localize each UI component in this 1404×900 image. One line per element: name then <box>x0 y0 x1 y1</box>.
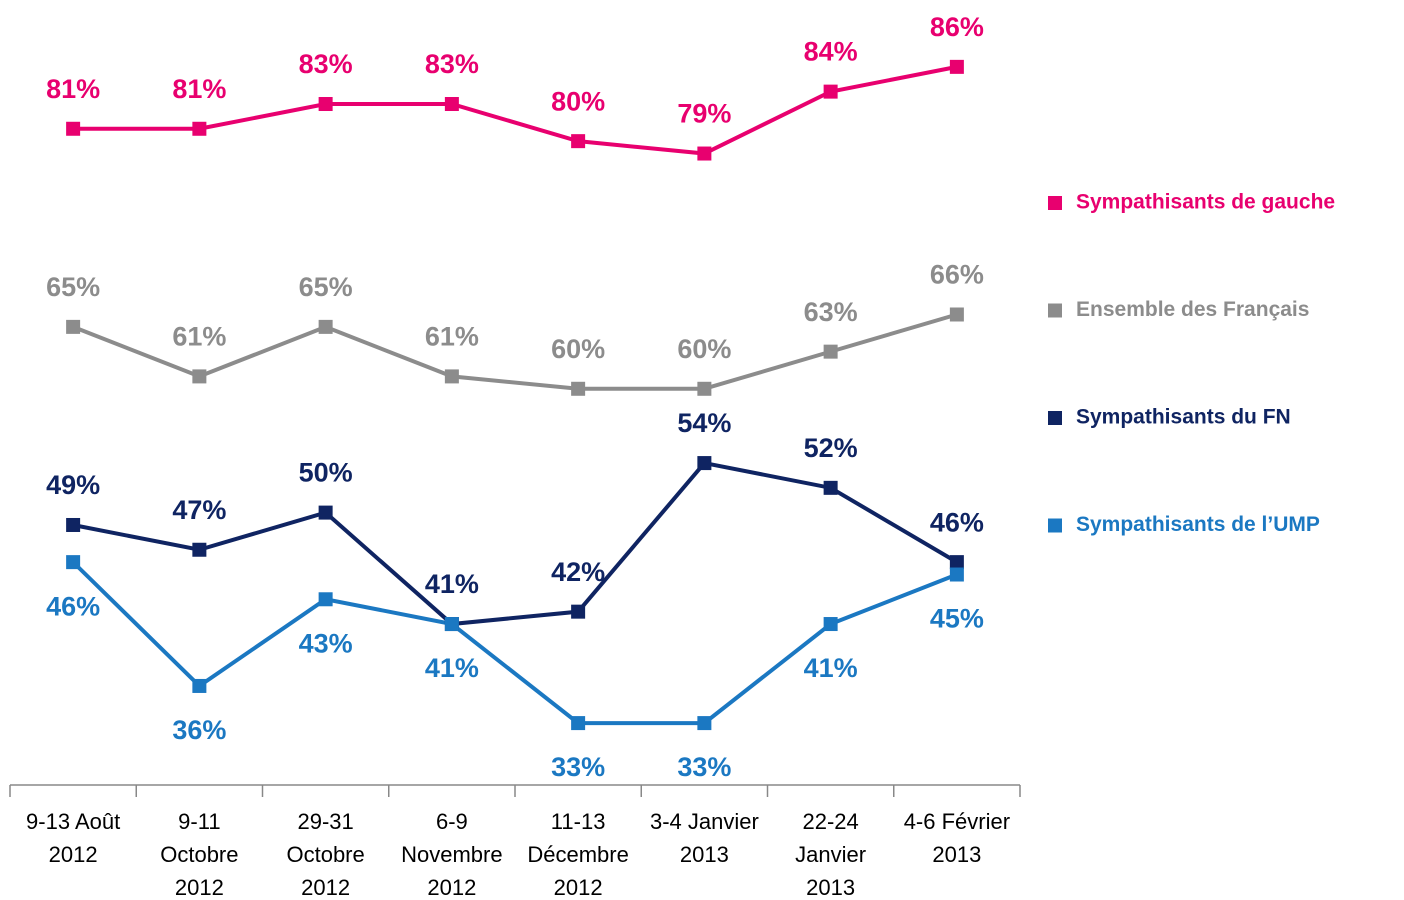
data-label: 41% <box>804 653 858 683</box>
series-line <box>73 64 958 156</box>
x-tick-label: 3-4 Janvier 2013 <box>650 809 759 867</box>
marker <box>66 121 81 136</box>
marker <box>571 716 586 731</box>
data-label: 33% <box>551 752 605 782</box>
legend-label: Ensemble des Français <box>1076 298 1309 321</box>
data-label: 61% <box>425 322 479 352</box>
x-tick-label: 11-13 Décembre 2012 <box>527 809 628 900</box>
x-tick-label: 6-9 Novembre 2012 <box>401 809 502 900</box>
x-tick-label: 22-24 Janvier 2013 <box>795 809 866 900</box>
data-label: 81% <box>172 74 226 104</box>
legend-swatch <box>1048 196 1062 210</box>
x-tick-label: 9-11 Octobre 2012 <box>160 809 238 900</box>
marker <box>823 617 838 632</box>
marker <box>571 134 586 149</box>
marker <box>318 505 333 520</box>
data-label: 43% <box>299 628 353 658</box>
data-label: 84% <box>804 37 858 67</box>
marker <box>66 555 81 570</box>
series-line <box>72 460 958 627</box>
marker <box>823 480 838 495</box>
data-label: 50% <box>299 458 353 488</box>
series-line <box>71 560 958 726</box>
marker <box>949 555 964 570</box>
marker <box>192 121 207 136</box>
x-tick-label: 29-31 Octobre 2012 <box>286 809 364 900</box>
series-line <box>72 312 958 391</box>
data-label: 81% <box>46 74 100 104</box>
data-label: 60% <box>551 334 605 364</box>
data-label: 65% <box>299 272 353 302</box>
data-label: 86% <box>930 12 984 42</box>
marker <box>571 381 586 396</box>
legend-label: Sympathisants du FN <box>1076 406 1291 429</box>
marker <box>318 319 333 334</box>
marker <box>571 604 586 619</box>
data-label: 41% <box>425 653 479 683</box>
marker <box>192 678 207 693</box>
legend-label: Sympathisants de gauche <box>1076 191 1335 214</box>
marker <box>949 567 964 582</box>
marker <box>444 617 459 632</box>
data-label: 46% <box>930 507 984 537</box>
legend-swatch <box>1048 411 1062 425</box>
data-label: 83% <box>299 49 353 79</box>
x-tick-label: 9-13 Août 2012 <box>26 809 120 867</box>
data-label: 52% <box>804 433 858 463</box>
data-label: 46% <box>46 591 100 621</box>
marker <box>192 369 207 384</box>
legend-swatch <box>1048 518 1062 533</box>
data-label: 49% <box>46 470 100 500</box>
marker <box>318 592 333 607</box>
data-label: 61% <box>172 322 226 352</box>
marker <box>697 146 712 161</box>
data-label: 66% <box>930 260 984 290</box>
data-label: 33% <box>677 752 731 782</box>
data-label: 79% <box>677 99 731 129</box>
legend-label: Sympathisants de l’UMP <box>1076 513 1320 536</box>
marker <box>823 344 838 359</box>
data-label: 83% <box>425 49 479 79</box>
data-label: 60% <box>677 334 731 364</box>
marker <box>66 517 81 532</box>
marker <box>697 716 712 731</box>
data-label: 65% <box>46 272 100 302</box>
marker <box>697 381 712 396</box>
marker <box>192 542 207 557</box>
marker <box>949 307 964 322</box>
marker <box>823 84 838 99</box>
marker <box>697 456 712 471</box>
marker <box>444 97 459 112</box>
data-label: 42% <box>551 557 605 587</box>
data-label: 80% <box>551 86 605 116</box>
marker <box>949 59 964 74</box>
legend-swatch <box>1048 303 1062 318</box>
marker <box>318 97 333 112</box>
data-label: 36% <box>172 715 226 745</box>
data-label: 45% <box>930 604 984 634</box>
x-tick-label: 4-6 Février 2013 <box>904 809 1010 867</box>
marker <box>444 369 459 384</box>
data-label: 54% <box>677 408 731 438</box>
marker <box>66 319 81 334</box>
data-label: 47% <box>172 495 226 525</box>
data-label: 41% <box>425 569 479 599</box>
data-label: 63% <box>804 297 858 327</box>
